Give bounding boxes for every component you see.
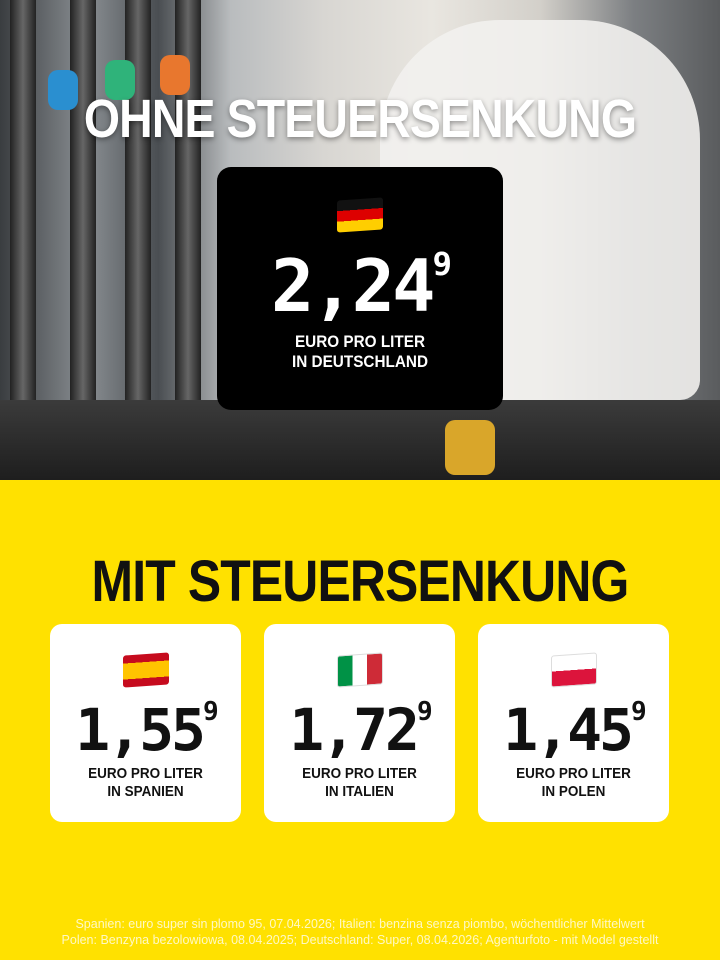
footnote-line: Spanien: euro super sin plomo 95, 07.04.…: [75, 917, 645, 931]
price-main: 1,45: [503, 696, 634, 764]
country-label: IN SPANIEN: [107, 783, 184, 800]
de-flag-icon: [337, 197, 383, 233]
it-flag-icon: [336, 652, 383, 688]
pl-flag-icon: [550, 652, 597, 688]
italy-price-card: 1,729 EURO PRO LITER IN ITALIEN: [264, 624, 455, 822]
price-unit: EURO PRO LITER: [294, 332, 426, 351]
ground: [0, 400, 720, 480]
price-sup: 9: [416, 697, 433, 727]
poland-price-card: 1,459 EURO PRO LITER IN POLEN: [478, 624, 669, 822]
source-footnote: Spanien: euro super sin plomo 95, 07.04.…: [0, 916, 720, 948]
headline-with-tax-cut: MIT STEUERSENKUNG: [91, 549, 630, 614]
price-main: 1,55: [75, 696, 206, 764]
headline-without-tax-cut: OHNE STEUERSENKUNG: [83, 89, 637, 149]
orange-nozzle: [160, 55, 190, 95]
blue-nozzle: [48, 70, 78, 110]
price-sup: 9: [630, 697, 647, 727]
price-sup: 9: [202, 697, 219, 727]
country-label: IN DEUTSCHLAND: [291, 352, 428, 371]
spain-price-card: 1,559 EURO PRO LITER IN SPANIEN: [50, 624, 241, 822]
price-main: 2,24: [271, 244, 435, 328]
footnote-line: Polen: Benzyna bezolowiowa, 08.04.2025; …: [61, 933, 659, 947]
italy-price: 1,729: [264, 699, 455, 759]
spain-price: 1,559: [50, 699, 241, 759]
yellow-nozzle: [445, 420, 495, 475]
country-label: IN POLEN: [541, 783, 606, 800]
germany-price-card: 2,249 EURO PRO LITER IN DEUTSCHLAND: [217, 167, 503, 410]
es-flag-icon: [122, 652, 169, 688]
price-sup: 9: [432, 245, 451, 283]
price-main: 1,72: [289, 696, 420, 764]
germany-price: 2,249: [217, 248, 503, 322]
price-unit: EURO PRO LITER: [88, 765, 203, 782]
poland-price: 1,459: [478, 699, 669, 759]
green-nozzle: [105, 60, 135, 100]
price-unit: EURO PRO LITER: [302, 765, 417, 782]
price-unit: EURO PRO LITER: [516, 765, 631, 782]
country-label: IN ITALIEN: [325, 783, 394, 800]
